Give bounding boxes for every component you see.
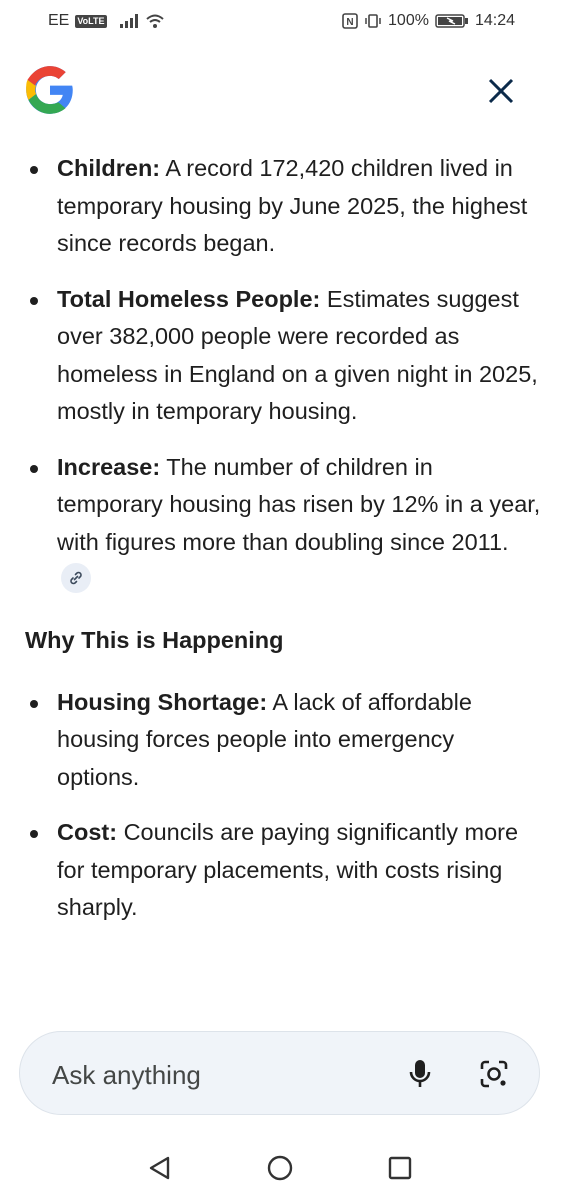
camera-lens-icon[interactable] — [476, 1056, 512, 1092]
clock: 14:24 — [474, 12, 515, 29]
list-item: Housing Shortage: A lack of affordable h… — [0, 684, 561, 797]
battery-icon — [435, 14, 468, 28]
ask-bar — [19, 1031, 540, 1115]
bullet-text: A record 172,420 children lived in tempo… — [57, 155, 528, 256]
close-icon[interactable] — [484, 74, 518, 108]
section-heading: Why This is Happening — [25, 626, 284, 653]
google-g-icon[interactable] — [24, 64, 76, 116]
bullet-title: Cost: — [57, 819, 118, 845]
bullet-list-bottom: Housing Shortage: A lack of affordable h… — [0, 684, 561, 927]
signal-icon — [119, 14, 138, 28]
list-item: Increase: The number of children in temp… — [0, 449, 561, 599]
list-item: Total Homeless People: Estimates suggest… — [0, 281, 561, 431]
answer-content: Children: A record 172,420 children live… — [0, 150, 561, 1012]
microphone-icon[interactable] — [402, 1056, 438, 1092]
bullet-title: Total Homeless People: — [57, 285, 321, 312]
bullet-title: Increase: — [57, 453, 161, 480]
bullet-text: Estimates suggest over 382,000 people we… — [57, 285, 538, 425]
scroll-fade — [0, 985, 561, 1015]
battery-percent: 100% — [388, 12, 429, 29]
volte-badge: VoLTE — [75, 14, 107, 28]
source-link-button[interactable] — [61, 562, 91, 593]
ask-input[interactable] — [50, 1054, 374, 1096]
recents-square-icon[interactable] — [386, 1154, 414, 1182]
wifi-icon — [145, 14, 164, 28]
status-right: N 100% 14:24 — [342, 12, 515, 30]
bullet-title: Children: — [57, 155, 161, 181]
bullet-text: Councils are paying significantly more f… — [57, 819, 519, 920]
nfc-icon: N — [342, 13, 358, 29]
bullet-list-top: Children: A record 172,420 children live… — [0, 150, 561, 599]
back-triangle-icon[interactable] — [146, 1154, 174, 1182]
vibrate-icon — [365, 14, 381, 28]
bullet-text: A lack of affordable housing forces peop… — [57, 688, 472, 790]
status-left: EE VoLTE — [48, 12, 165, 30]
link-icon — [70, 571, 82, 585]
bullet-title: Housing Shortage: — [57, 688, 268, 715]
status-bar: EE VoLTE N 100% 14:24 — [0, 0, 561, 44]
svg-text:N: N — [346, 17, 353, 28]
carrier-label: EE — [48, 12, 70, 29]
list-item: Cost: Councils are paying significantly … — [0, 814, 561, 927]
bullet-text: The number of children in temporary hous… — [57, 453, 541, 555]
list-item: Children: A record 172,420 children live… — [0, 150, 561, 263]
home-circle-icon[interactable] — [266, 1154, 294, 1182]
